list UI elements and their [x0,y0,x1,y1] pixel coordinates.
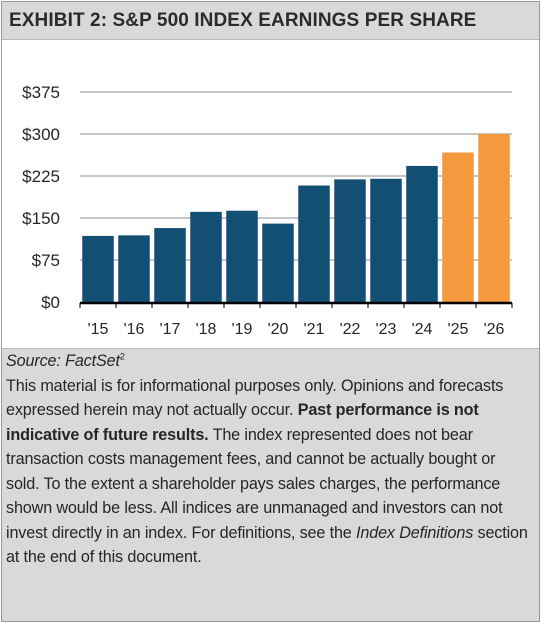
bar-actual [298,185,330,302]
y-tick-label: $150 [22,209,60,228]
bar-forecast [442,152,474,302]
x-axis-tick-labels: '15 '16 '17 '18 '19 '20 '21 '22 '23 '24 '25 '26 [88,321,505,338]
bar-actual [154,228,186,302]
x-tick-label: '23 [376,321,397,338]
y-axis-tick-labels: $0 $75 $150 $225 $300 $375 [22,83,60,312]
bar-actual [334,179,366,302]
disclaimer-text: This material is for informational purpo… [6,374,533,570]
x-tick-label: '21 [304,321,325,338]
bar-actual [82,235,114,302]
bars [82,134,510,302]
gridlines [80,91,512,261]
bar-actual [370,178,402,302]
x-tick-label: '19 [232,321,253,338]
x-tick-label: '24 [412,321,433,338]
exhibit-title: EXHIBIT 2: S&P 500 INDEX EARNINGS PER SH… [2,2,539,40]
y-tick-label: $75 [32,251,60,270]
x-tick-label: '18 [196,321,217,338]
bar-forecast [478,134,510,302]
x-axis [79,301,513,308]
source-superscript: 2 [119,351,125,362]
source-line: Source: FactSet2 [6,349,533,374]
x-tick-label: '25 [448,321,469,338]
source-label: Source: FactSet [6,352,120,370]
bar-actual [226,210,258,302]
disclaimer-end: section at the end of this document. [6,523,528,567]
disclaimer-middle: The index represented does not bear tran… [6,425,503,542]
bar-actual [406,165,438,302]
x-tick-label: '17 [160,321,181,338]
y-tick-label: $225 [22,167,60,186]
notes-panel: Source: FactSet2 This material is for in… [2,348,539,621]
disclaimer-bold: Past performance is not indicative of fu… [6,401,479,444]
chart-area: $0 $75 $150 $225 $300 $375 '15 '16 '17 '18 '19 '20… [2,40,539,348]
bar-actual [190,211,222,302]
bar-actual [118,235,150,302]
bar-actual [262,223,294,302]
x-tick-label: '26 [484,321,505,338]
x-tick-label: '20 [268,321,289,338]
y-tick-label: $0 [41,293,60,312]
x-tick-label: '16 [124,321,145,338]
earnings-bar-chart: $0 $75 $150 $225 $300 $375 '15 '16 '17 '18 '19 '20… [22,83,513,338]
disclaimer-intro: This material is for informational purpo… [6,376,504,420]
y-tick-label: $375 [22,83,60,102]
x-tick-label: '22 [340,321,361,338]
index-definitions-reference: Index Definitions [356,523,474,542]
y-tick-label: $300 [22,125,60,144]
x-tick-label: '15 [88,321,109,338]
